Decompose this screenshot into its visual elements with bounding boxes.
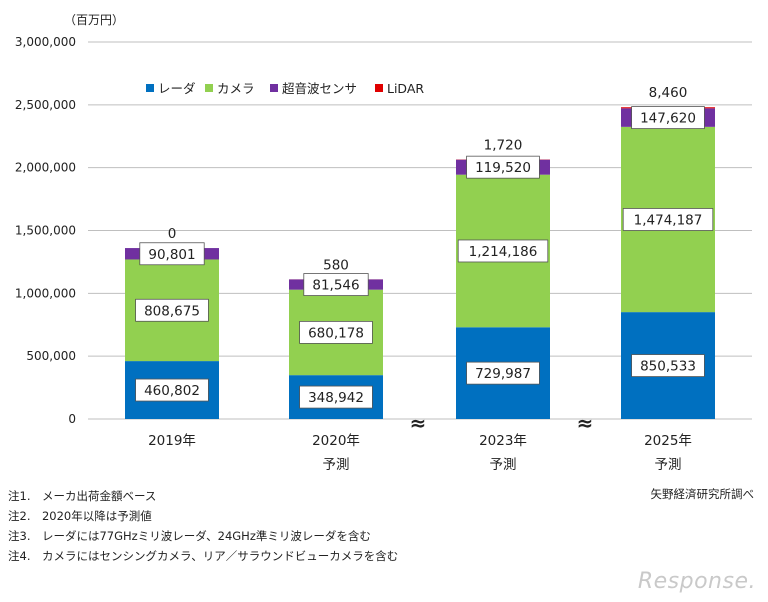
data-label: 90,801	[148, 247, 195, 263]
x-tick-label: 2020年	[312, 433, 360, 449]
data-label-box	[466, 155, 540, 179]
data-label-lidar: 580	[323, 257, 349, 273]
note-1: 注1. メーカ出荷金額ベース	[8, 489, 157, 503]
data-label: 850,533	[640, 359, 696, 375]
x-tick-sublabel: 予測	[323, 457, 350, 473]
data-label-lidar: 8,460	[649, 85, 688, 101]
unit-label: （百万円）	[64, 13, 124, 27]
data-label-lidar: 0	[168, 226, 177, 242]
y-tick-label: 1,000,000	[15, 286, 76, 300]
data-label: 1,214,186	[469, 244, 538, 260]
note-2: 注2. 2020年以降は予測値	[8, 509, 152, 523]
legend-swatch	[375, 84, 383, 92]
legend-label: レーダ	[158, 81, 196, 96]
axis-break-mark: ≈	[410, 411, 427, 435]
y-tick-label: 500,000	[26, 349, 76, 363]
data-label: 680,178	[308, 325, 364, 341]
data-label: 348,942	[308, 390, 364, 406]
x-tick-sublabel: 予測	[490, 457, 517, 473]
data-label: 119,520	[475, 160, 531, 176]
axis-break-mark: ≈	[577, 411, 594, 435]
legend-label: 超音波センサ	[282, 81, 357, 96]
y-tick-label: 2,500,000	[15, 98, 76, 112]
legend-label: カメラ	[217, 81, 255, 96]
legend-swatch	[205, 84, 213, 92]
legend-label: LiDAR	[387, 81, 424, 96]
x-tick-label: 2019年	[148, 433, 196, 449]
data-label-box	[457, 239, 549, 263]
data-label: 81,546	[312, 278, 359, 294]
legend-swatch	[270, 84, 278, 92]
data-label-box	[303, 273, 369, 296]
y-tick-label: 0	[68, 412, 76, 426]
data-label-box	[139, 242, 205, 266]
source-credit: 矢野経済研究所調べ	[650, 487, 755, 501]
data-label-box	[631, 354, 705, 377]
y-tick-label: 1,500,000	[15, 224, 76, 238]
data-label-box	[135, 378, 209, 402]
y-tick-label: 2,000,000	[15, 161, 76, 175]
stacked-bar-chart: （百万円） 0 500,000 1,000,000 1,500,000 2,000,000…	[15, 13, 752, 473]
data-label-box	[299, 321, 373, 344]
data-label-box	[135, 298, 209, 322]
note-3: 注3. レーダには77GHzミリ波レーダ、24GHz準ミリ波レーダを含む	[8, 529, 371, 543]
x-tick-label: 2025年	[644, 433, 692, 449]
data-label-box	[299, 385, 373, 409]
y-tick-label: 3,000,000	[15, 35, 76, 49]
data-label-box	[631, 106, 705, 129]
legend-swatch	[146, 84, 154, 92]
data-label: 460,802	[144, 383, 200, 399]
x-tick-label: 2023年	[479, 433, 527, 449]
data-label-box	[622, 208, 714, 231]
response-logo: Response.	[637, 569, 756, 594]
x-tick-sublabel: 予測	[655, 457, 682, 473]
data-label: 1,474,187	[634, 212, 703, 228]
data-label: 808,675	[144, 303, 200, 319]
notes: 注1. メーカ出荷金額ベース 注2. 2020年以降は予測値 注3. レーダには…	[8, 486, 398, 566]
data-label: 147,620	[640, 111, 696, 127]
data-label-lidar: 1,720	[484, 137, 523, 153]
data-label: 729,987	[475, 366, 531, 382]
note-4: 注4. カメラにはセンシングカメラ、リア／サラウンドビューカメラを含む	[8, 549, 399, 563]
data-label-box	[466, 361, 540, 385]
